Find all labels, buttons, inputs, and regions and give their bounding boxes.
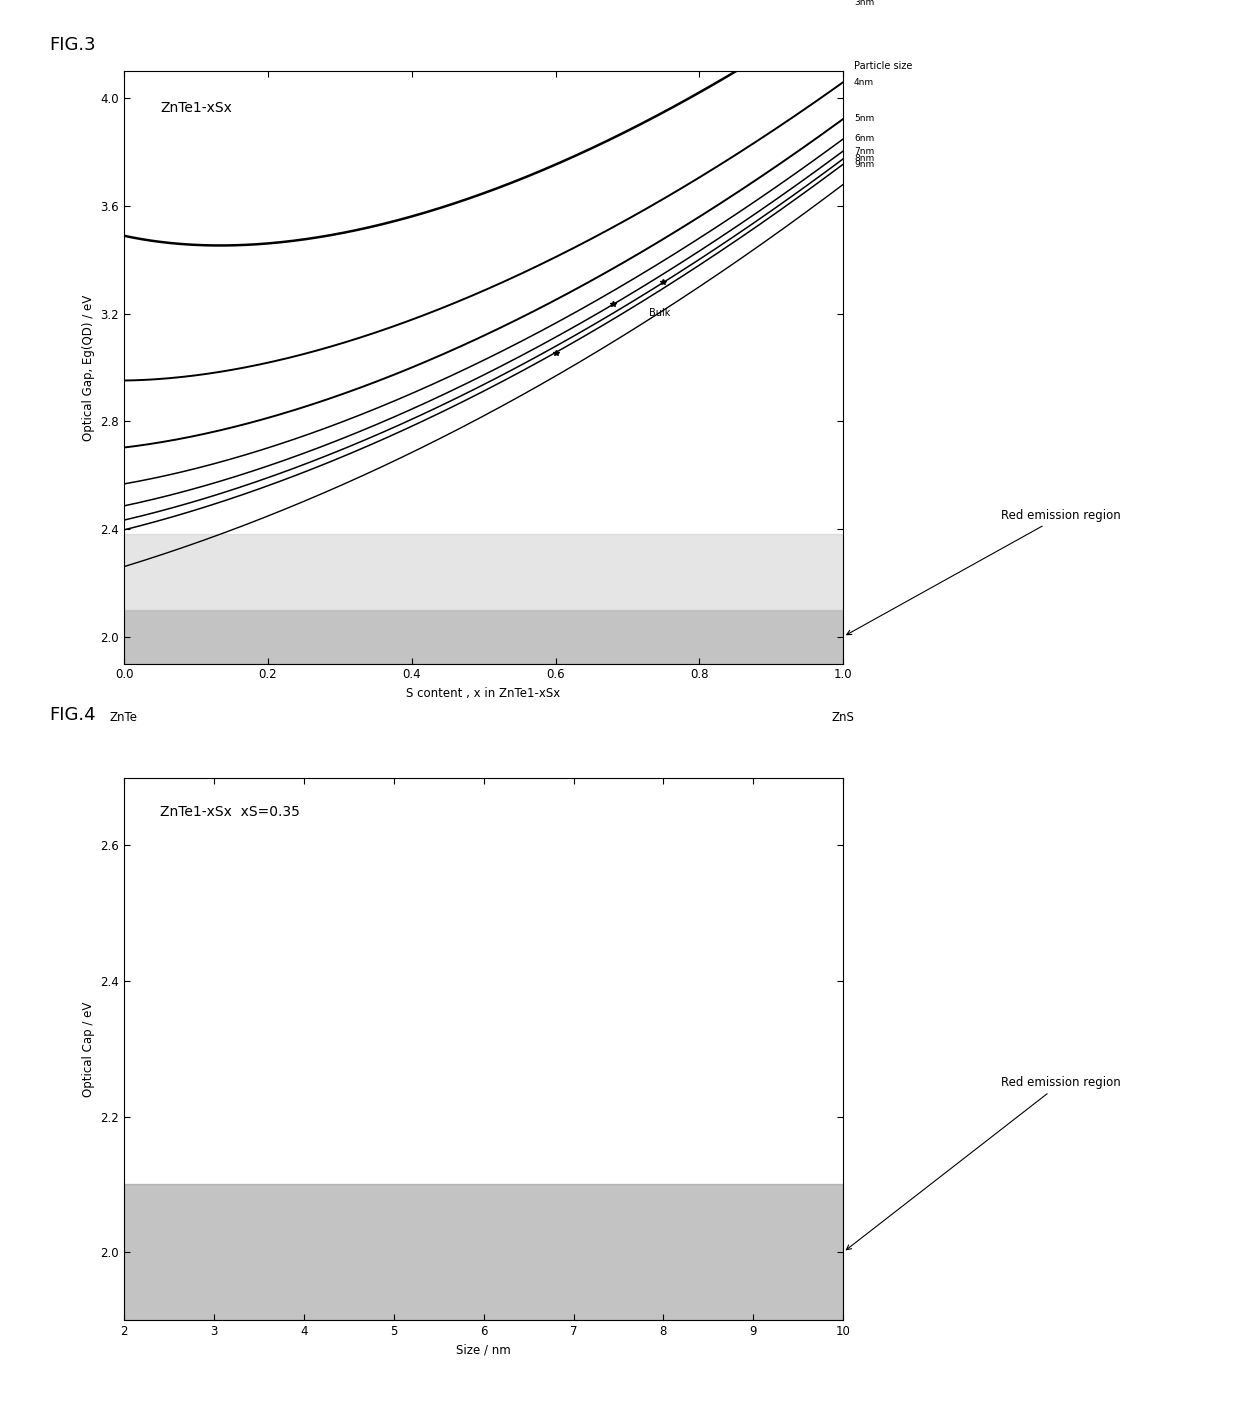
Text: 8nm: 8nm bbox=[854, 154, 874, 163]
Text: 9nm: 9nm bbox=[854, 160, 874, 168]
Text: ZnS: ZnS bbox=[832, 711, 854, 723]
Y-axis label: Optical Cap / eV: Optical Cap / eV bbox=[82, 1002, 94, 1096]
X-axis label: Size / nm: Size / nm bbox=[456, 1343, 511, 1357]
Text: ZnTe1-xSx  xS=0.35: ZnTe1-xSx xS=0.35 bbox=[160, 805, 300, 819]
Text: 6nm: 6nm bbox=[854, 134, 874, 144]
Text: 5nm: 5nm bbox=[854, 114, 874, 124]
Text: Particle size: Particle size bbox=[854, 61, 913, 71]
Bar bbox=[124, 1184, 843, 1320]
Bar bbox=[124, 609, 843, 664]
X-axis label: S content , x in ZnTe1-xSx: S content , x in ZnTe1-xSx bbox=[407, 686, 560, 701]
Text: Bulk: Bulk bbox=[649, 308, 671, 318]
Text: 4nm: 4nm bbox=[854, 77, 874, 87]
Bar bbox=[124, 534, 843, 609]
Text: FIG.4: FIG.4 bbox=[50, 706, 97, 725]
Text: Red emission region: Red emission region bbox=[847, 509, 1121, 635]
Y-axis label: Optical Gap, Eg(QD) / eV: Optical Gap, Eg(QD) / eV bbox=[82, 294, 94, 441]
Text: Red emission region: Red emission region bbox=[847, 1076, 1121, 1250]
Text: FIG.3: FIG.3 bbox=[50, 36, 97, 54]
Text: 3nm: 3nm bbox=[854, 0, 874, 7]
Text: ZnTe1-xSx: ZnTe1-xSx bbox=[160, 101, 232, 116]
Text: ZnTe: ZnTe bbox=[110, 711, 138, 723]
Text: 7nm: 7nm bbox=[854, 147, 874, 156]
